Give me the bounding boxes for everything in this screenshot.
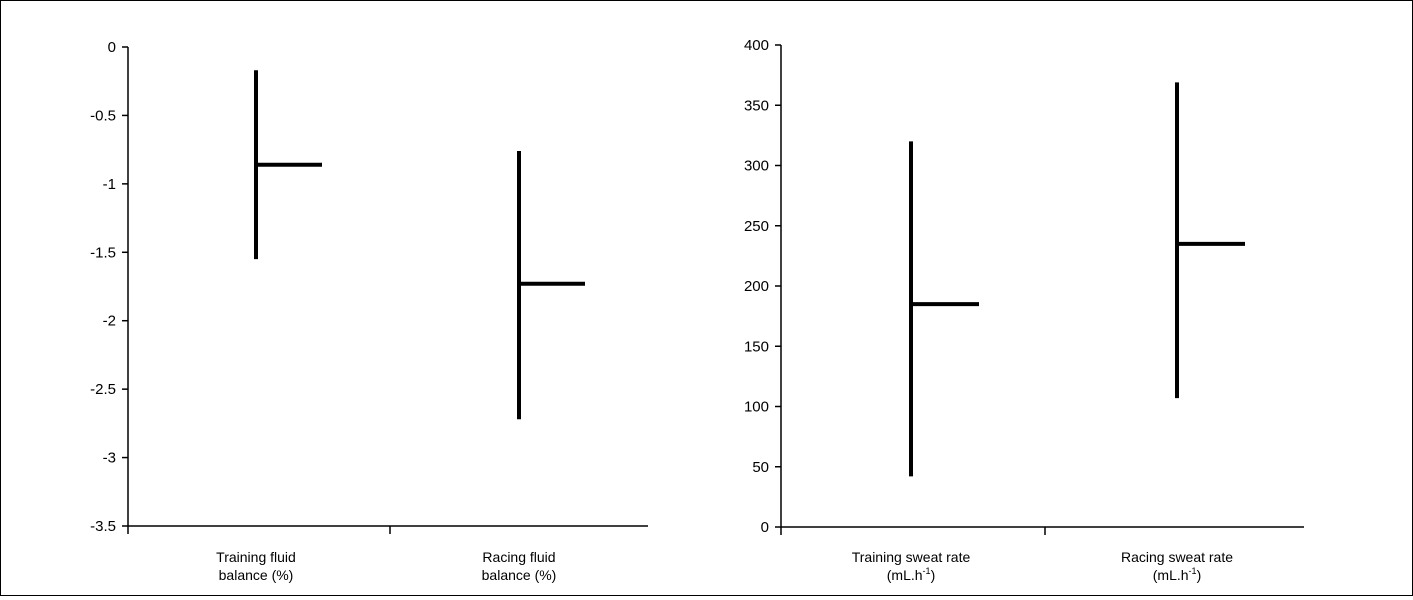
y-tick-label: -3.5: [90, 518, 116, 535]
y-tick-label: 400: [744, 37, 769, 54]
y-tick-label: 0: [761, 519, 769, 536]
y-tick-label: -0.5: [90, 107, 116, 124]
x-category-label-line2: (mL.h-1): [887, 566, 935, 583]
x-category-label-line2: balance (%): [219, 567, 294, 583]
y-tick-label: -2: [103, 313, 116, 330]
x-category-label: Racing sweat rate: [1121, 549, 1233, 565]
y-tick-label: 150: [744, 338, 769, 355]
y-tick-label: 50: [752, 459, 769, 476]
x-category-label-line2: balance (%): [482, 567, 557, 583]
y-tick-label: 300: [744, 158, 769, 175]
chart-sweat-rate: 400 350 300 250 200 150 100 50 0 Training sweat r…: [744, 37, 1304, 583]
y-tick-label: 0: [108, 39, 116, 56]
y-tick-label: -1.5: [90, 244, 116, 261]
x-category-label: Training sweat rate: [852, 549, 971, 565]
y-tick-label: 350: [744, 97, 769, 114]
y-tick-label: -3: [103, 450, 116, 467]
y-tick-label: 200: [744, 278, 769, 295]
chart-fluid-balance: 0 -0.5 -1 -1.5 -2 -2.5 -3 -3.5 Training fluid bal…: [90, 39, 648, 583]
x-category-label: Racing fluid: [482, 549, 555, 565]
x-category-label-line2: (mL.h-1): [1153, 566, 1201, 583]
y-tick-label: -1: [103, 176, 116, 193]
y-tick-label: 250: [744, 218, 769, 235]
y-tick-label: -2.5: [90, 381, 116, 398]
x-category-label: Training fluid: [216, 549, 296, 565]
y-tick-label: 100: [744, 399, 769, 416]
